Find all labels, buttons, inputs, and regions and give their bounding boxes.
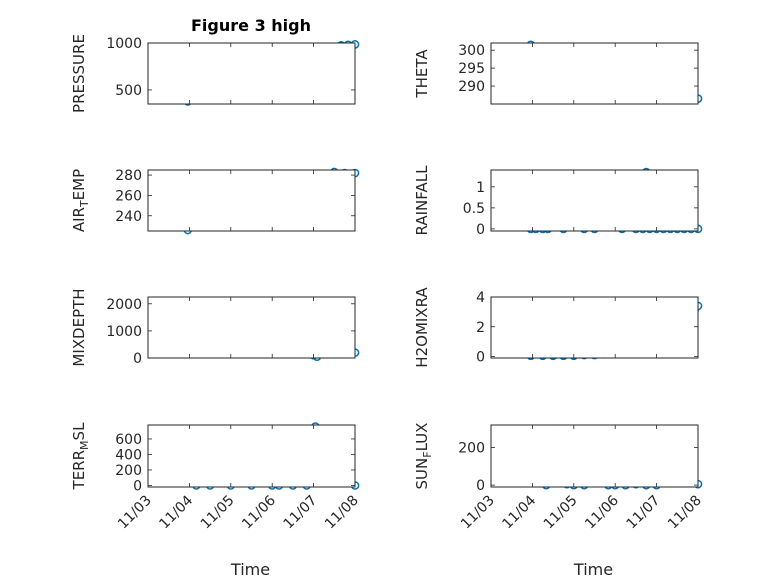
y-tick-label: 290: [458, 79, 485, 95]
y-tick-label: 0.5: [463, 201, 485, 217]
y-axis-label: MIXDEPTH: [70, 288, 88, 366]
subplot-pressure: 500 1000 PRESSURE: [70, 34, 360, 113]
axes-frame: [147, 424, 356, 488]
y-axis-label: PRESSURE: [70, 34, 88, 113]
y-axis-label: RAINFALL: [413, 165, 431, 236]
x-tick-label: 11/06: [239, 492, 279, 532]
y-tick-label: 0: [476, 222, 485, 238]
y-tick-label: 295: [458, 61, 485, 77]
y-axis-label: THETA: [413, 49, 431, 99]
figure-title: Figure 3 high: [191, 16, 311, 35]
x-tick-label: 11/07: [281, 493, 321, 533]
y-tick-label: 500: [115, 83, 142, 99]
y-tick-label: 4: [476, 290, 485, 306]
y-tick-label: 600: [115, 432, 142, 448]
x-tick-label: 11/05: [541, 493, 581, 533]
y-tick-label: 0: [133, 351, 142, 367]
x-tick-label: 11/07: [624, 493, 664, 533]
y-axis-label-rest: SL: [70, 422, 88, 441]
y-tick-label: 2000: [106, 297, 142, 313]
y-tick-label: 0: [476, 478, 485, 494]
x-tick-label: 11/05: [198, 493, 238, 533]
y-tick-label: 300: [458, 43, 485, 59]
y-axis-label: TERRMSL: [70, 422, 91, 491]
y-tick-label: 0: [476, 350, 485, 366]
axes-frame: [490, 42, 699, 105]
x-tick-label: 11/03: [115, 493, 155, 533]
x-tick-label: 11/04: [499, 492, 539, 532]
y-tick-label: 1000: [106, 324, 142, 340]
y-axis-label: H2OMIXRA: [413, 287, 431, 368]
x-tick-label: 11/06: [582, 492, 622, 532]
y-axis-label-subscript: M: [78, 440, 91, 450]
y-axis-label-subscript: F: [421, 451, 434, 457]
y-axis-label-subscript: T: [78, 200, 91, 208]
y-tick-label: 2: [476, 320, 485, 336]
y-tick-label: 1000: [106, 36, 142, 52]
y-axis-label-rest: LUX: [413, 423, 431, 452]
y-axis-label-rest: EMP: [70, 169, 88, 200]
y-tick-label: 240: [115, 209, 142, 225]
x-axis-label: Time: [573, 560, 613, 579]
x-tick-label: 11/04: [156, 492, 196, 532]
y-tick-label: 0: [133, 478, 142, 494]
y-tick-label: 280: [115, 168, 142, 184]
x-tick-label: 11/08: [322, 493, 362, 533]
subplot-mixdepth: 0 1000 2000 MIXDEPTH: [70, 288, 360, 367]
axes-frame: [147, 169, 356, 232]
axes-frame: [147, 42, 356, 105]
subplot-h2omixra: 0 2 4 H2OMIXRA: [413, 287, 703, 368]
axes-frame: [147, 296, 356, 359]
y-tick-label: 260: [115, 188, 142, 204]
subplot-theta: 290 295 300 THETA: [413, 40, 703, 105]
y-tick-label: 400: [115, 447, 142, 463]
x-tick-label: 11/08: [665, 493, 705, 533]
axes-frame: [490, 424, 699, 488]
subplot-air_temp: 240 260 280 AIRTEMP: [70, 167, 360, 235]
y-tick-label: 200: [115, 463, 142, 479]
y-axis-label: SUNFLUX: [413, 423, 434, 490]
x-axis-label: Time: [230, 560, 270, 579]
subplot-rainfall: 0 0.5 1 RAINFALL: [413, 165, 703, 238]
y-axis-label: AIRTEMP: [70, 169, 91, 232]
subplot-sun_flux: 0 200 SUNFLUX 11/03 11/04 11/05 11/06 11/07 11/0…: [413, 423, 705, 579]
axes-frame: [490, 169, 699, 232]
x-tick-label: 11/03: [458, 493, 498, 533]
y-tick-label: 1: [476, 180, 485, 196]
axes-frame: [490, 296, 699, 359]
y-tick-label: 200: [458, 441, 485, 457]
